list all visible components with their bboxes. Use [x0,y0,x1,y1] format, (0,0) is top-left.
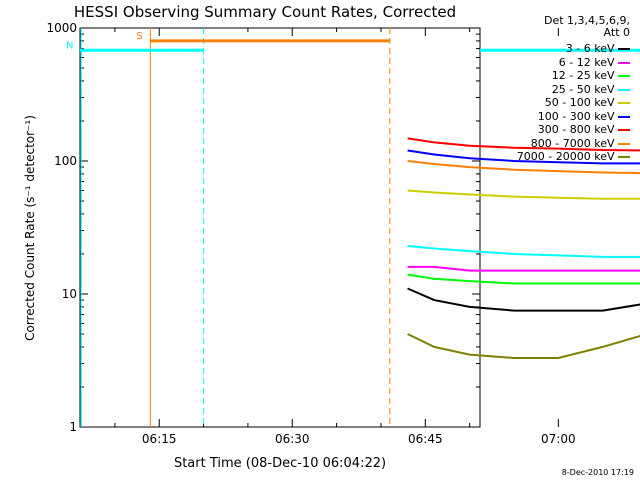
legend-entry-label: 100 - 300 keV [537,109,618,123]
series-line [407,333,640,359]
legend-entry: 3 - 6 keV [480,42,630,55]
series-group [407,137,640,359]
legend-entry: 300 - 800 keV [480,123,630,136]
series-line [407,149,640,165]
legend-entry-label: 3 - 6 keV [565,42,618,55]
legend-swatch [618,102,630,104]
legend-entry: 6 - 12 keV [480,56,630,69]
x-tick-label: 07:00 [541,432,576,446]
footer-timestamp: 8-Dec-2010 17:19 [562,468,634,477]
legend-entry-label: 7000 - 20000 keV [516,150,618,163]
series-line [407,244,640,258]
series-line [407,265,640,272]
legend-title-line: Att 0 [603,26,630,39]
series-line [407,137,640,152]
legend-entry: 7000 - 20000 keV [480,150,630,163]
legend-entry-label: 50 - 100 keV [544,96,618,109]
series-line [407,273,640,285]
legend-entry-label: 300 - 800 keV [537,123,618,136]
flag-label: S [136,31,142,42]
x-axis-label: Start Time (08-Dec-10 06:04:22) [174,456,386,471]
y-tick-label: 1 [69,420,77,434]
legend-entry-label: 800 - 7000 keV [530,136,618,150]
series-line [407,287,640,312]
legend-entry-label: 25 - 50 keV [551,82,618,96]
legend-swatch [618,142,630,145]
legend-swatch [618,61,630,64]
y-tick-label: 100 [54,154,77,168]
legend-entry: 12 - 25 keV [480,69,630,82]
legend-entry: 100 - 300 keV [480,110,630,123]
plot-frame [79,27,481,428]
legend-swatch [618,48,630,50]
legend-entry-label: 6 - 12 keV [558,55,618,69]
y-axis-label: Corrected Count Rate (s⁻¹ detector⁻¹) [23,115,37,341]
marker-lines: SN [66,28,640,427]
chart-title: HESSI Observing Summary Count Rates, Cor… [74,3,456,21]
flag-label: N [66,40,73,51]
legend-title-line: Det 1,3,4,5,6,9, [543,14,630,27]
legend-entry-label: 12 - 25 keV [551,69,618,82]
legend-swatch [618,75,630,77]
legend-swatch [618,115,630,118]
series-line [407,160,640,175]
series-line [407,189,640,200]
legend-entry: 50 - 100 keV [480,96,630,109]
legend-entry: 25 - 50 keV [480,83,630,96]
legend-swatch [618,129,630,131]
y-tick-label: 10 [62,287,77,301]
x-tick-label: 06:30 [275,432,310,446]
legend-entry: 800 - 7000 keV [480,137,630,150]
x-tick-label: 06:15 [142,432,177,446]
legend-swatch [618,88,630,91]
y-tick-label: 1000 [46,21,77,35]
x-tick-label: 06:45 [408,432,443,446]
legend-swatch [618,156,630,158]
